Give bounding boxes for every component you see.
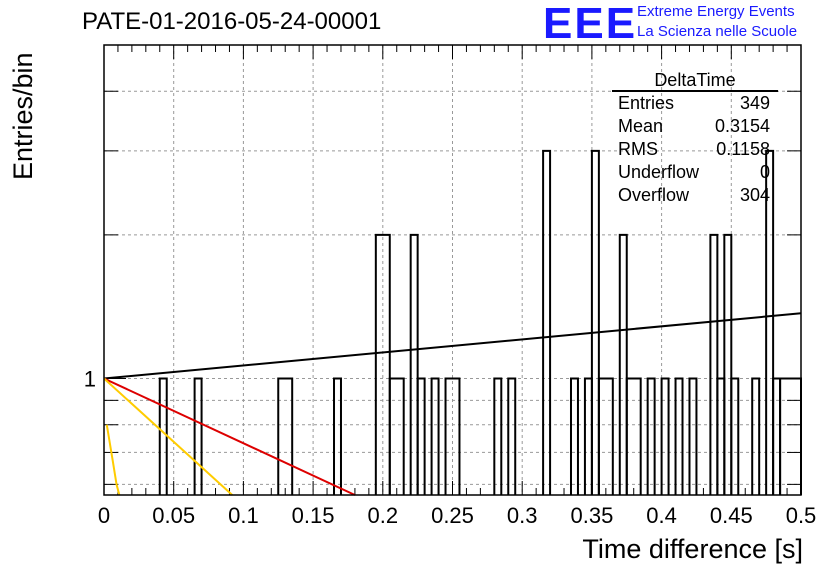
histogram-bin [723, 233, 733, 495]
x-tick-label: 0.3 [507, 503, 538, 528]
histogram-bin [688, 377, 698, 495]
histogram-bin [779, 377, 802, 495]
stats-row-mean: Mean 0.3154 [612, 115, 778, 138]
histogram-bin [388, 377, 405, 495]
stats-row-entries: Entries 349 [612, 92, 778, 115]
eee-logo-line1: Extreme Energy Events [637, 3, 795, 20]
stats-value: 304 [739, 185, 770, 205]
stats-row-rms: RMS 0.1158 [612, 138, 778, 161]
histogram-bin [674, 377, 684, 495]
x-tick-label: 0 [98, 503, 110, 528]
fit-curves [103, 312, 802, 496]
stats-value: 0.1158 [716, 139, 770, 159]
fit-curve [103, 377, 356, 496]
histogram-bin [583, 377, 593, 495]
histogram-bin [765, 149, 775, 495]
grid-lines [104, 45, 801, 495]
stats-value: 0 [759, 162, 770, 182]
histogram-bin [374, 233, 391, 495]
x-tick-label: 0.35 [570, 503, 613, 528]
stats-label: Underflow [618, 162, 700, 182]
histogram-bin [625, 377, 642, 495]
x-tick-label: 0.4 [646, 503, 677, 528]
histogram-bin [430, 377, 440, 495]
histogram-bin [709, 233, 719, 495]
histogram-bin [751, 377, 761, 495]
stats-title: DeltaTime [612, 70, 778, 92]
stats-row-underflow: Underflow 0 [612, 161, 778, 184]
histogram-bin [730, 377, 740, 495]
stats-label: Mean [618, 116, 664, 136]
histogram-bin [597, 377, 614, 495]
eee-logo: EEE [543, 0, 638, 48]
chart-title: PATE-01-2016-05-24-00001 [82, 8, 382, 35]
eee-logo-line2: La Scienza nelle Scuole [637, 23, 798, 40]
x-tick-label: 0.25 [431, 503, 474, 528]
histogram-bin [507, 377, 517, 495]
histogram-bin [660, 377, 670, 495]
histogram-bin [193, 377, 203, 495]
fit-curve [103, 377, 233, 496]
histogram-bin [772, 377, 782, 495]
x-tick-label: 0.05 [152, 503, 195, 528]
x-tick-label: 0.15 [292, 503, 335, 528]
histogram-bin [158, 377, 168, 495]
histogram-bin [444, 377, 461, 495]
y-tick-labels: 1 [84, 367, 96, 392]
histogram-bin [493, 377, 503, 495]
stats-row-overflow: Overflow 304 [612, 184, 778, 207]
histogram-bars [158, 149, 802, 495]
stats-label: Entries [618, 93, 675, 113]
histogram-bin [333, 377, 342, 495]
fit-curve [105, 424, 121, 496]
stats-box: DeltaTime Entries 349 Mean 0.3154 RMS 0.… [612, 70, 778, 207]
histogram-bin [409, 233, 419, 495]
stats-label: RMS [618, 139, 658, 159]
x-tick-label: 0.5 [786, 503, 817, 528]
y-axis-label: Entries/bin [8, 52, 38, 180]
histogram-bin [646, 377, 656, 495]
x-tick-labels: 0 0.05 0.1 0.15 0.2 0.25 0.3 0.35 0.4 0.45 0.5 [98, 503, 816, 528]
histogram-bin [542, 149, 552, 495]
histogram-bin [716, 377, 726, 495]
stats-label: Overflow [618, 185, 690, 205]
histogram-bin [569, 377, 579, 495]
fit-curve [103, 312, 802, 380]
histogram-bin [277, 377, 294, 495]
x-tick-label: 0.1 [228, 503, 259, 528]
plot-frame [103, 44, 802, 496]
stats-value: 349 [739, 93, 770, 113]
x-tick-label: 0.2 [368, 503, 399, 528]
x-tick-label: 0.45 [710, 503, 753, 528]
histogram-bin [416, 377, 426, 495]
histogram-bin [590, 149, 600, 495]
histogram-bin [618, 233, 628, 495]
x-axis-label: Time difference [s] [582, 534, 803, 564]
stats-value: 0.3154 [714, 116, 770, 136]
y-tick-label: 1 [84, 367, 96, 392]
